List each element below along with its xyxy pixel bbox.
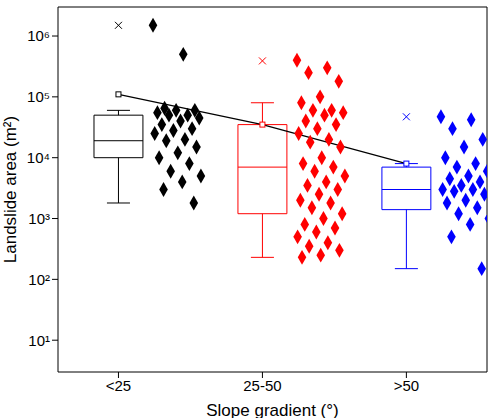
svg-text:>50: >50 <box>394 377 419 394</box>
svg-text:10⁵: 10⁵ <box>27 88 50 105</box>
svg-text:10³: 10³ <box>28 210 50 227</box>
svg-text:10¹: 10¹ <box>28 332 50 349</box>
svg-text:Landslide area (m²): Landslide area (m²) <box>8 116 20 263</box>
svg-text:Slope gradient (°): Slope gradient (°) <box>206 401 338 418</box>
svg-text:10²: 10² <box>28 271 50 288</box>
svg-text:<25: <25 <box>106 377 131 394</box>
svg-text:25-50: 25-50 <box>243 377 281 394</box>
svg-text:10⁶: 10⁶ <box>27 27 50 44</box>
svg-text:10⁴: 10⁴ <box>27 149 50 166</box>
